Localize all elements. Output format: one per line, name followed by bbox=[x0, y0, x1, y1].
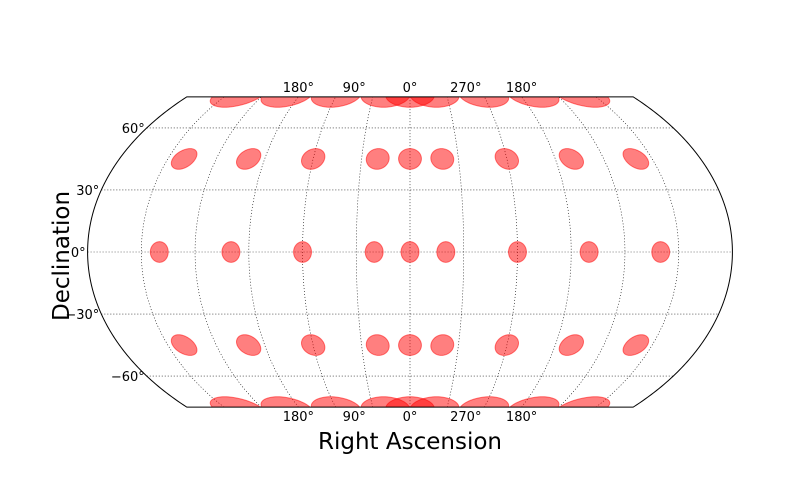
sky-marker bbox=[310, 96, 361, 108]
sky-marker bbox=[260, 396, 311, 408]
sky-marker bbox=[300, 334, 326, 356]
map-outline bbox=[87, 96, 733, 408]
ra-tick-label-bottom: 0° bbox=[403, 410, 418, 425]
dec-tick-label: 60° bbox=[122, 122, 145, 137]
ra-tick-label-bottom: 270° bbox=[450, 410, 481, 425]
meridian-line bbox=[248, 96, 299, 408]
sky-marker bbox=[170, 334, 198, 356]
sky-marker bbox=[509, 96, 560, 108]
sky-marker bbox=[622, 148, 650, 170]
sky-marker bbox=[508, 241, 527, 263]
dec-tick-label: 0° bbox=[71, 246, 86, 261]
ra-tick-label-top: 180° bbox=[506, 81, 537, 96]
sky-marker bbox=[170, 148, 198, 170]
sky-marker bbox=[209, 96, 261, 108]
sky-marker bbox=[221, 241, 241, 263]
sky-marker bbox=[364, 241, 384, 263]
x-axis-label: Right Ascension bbox=[318, 429, 502, 455]
sky-marker bbox=[494, 334, 520, 356]
sky-marker bbox=[622, 334, 650, 356]
sky-marker bbox=[509, 396, 560, 408]
y-axis-label: Declination bbox=[49, 191, 75, 321]
sky-marker bbox=[459, 96, 510, 108]
dec-tick-label: 30° bbox=[76, 184, 99, 199]
sky-marker bbox=[558, 148, 585, 170]
marker-layer bbox=[149, 96, 671, 408]
ra-tick-label-bottom: 90° bbox=[343, 410, 366, 425]
dec-tick-label: −60° bbox=[111, 370, 145, 385]
sky-marker bbox=[365, 148, 390, 170]
ra-tick-label-bottom: 180° bbox=[283, 410, 314, 425]
ra-tick-label-bottom: 180° bbox=[506, 410, 537, 425]
ra-tick-label-top: 90° bbox=[343, 81, 366, 96]
ra-tick-label-top: 180° bbox=[283, 81, 314, 96]
dec-tick-label: −30° bbox=[65, 308, 99, 323]
sky-marker bbox=[579, 241, 599, 263]
sky-marker bbox=[365, 334, 390, 356]
ra-tick-label-top: 0° bbox=[403, 81, 418, 96]
sky-marker bbox=[559, 96, 611, 108]
sky-marker bbox=[293, 241, 312, 263]
sky-marker bbox=[558, 334, 585, 356]
sky-marker bbox=[430, 148, 455, 170]
ra-tick-label-top: 270° bbox=[450, 81, 481, 96]
sky-marker bbox=[559, 396, 611, 408]
sky-marker bbox=[235, 334, 262, 356]
tick-labels: 180° 180° 90° 90° 0° 0° 270° 270° 180° 180° 60° 30°… bbox=[65, 81, 537, 425]
meridian-line bbox=[355, 96, 374, 408]
sky-marker bbox=[430, 334, 455, 356]
sky-marker bbox=[436, 241, 456, 263]
sky-marker bbox=[494, 148, 520, 170]
sky-marker bbox=[385, 396, 435, 408]
meridian-line bbox=[446, 96, 465, 408]
sky-marker bbox=[260, 96, 311, 108]
sky-marker bbox=[400, 241, 420, 263]
sky-marker bbox=[398, 148, 422, 170]
sky-marker bbox=[459, 396, 510, 408]
sky-marker bbox=[209, 396, 261, 408]
sky-marker bbox=[398, 334, 422, 356]
sky-marker bbox=[651, 241, 671, 263]
sky-marker bbox=[149, 241, 169, 263]
sky-marker bbox=[235, 148, 262, 170]
sky-marker bbox=[300, 148, 326, 170]
sky-marker bbox=[310, 396, 361, 408]
